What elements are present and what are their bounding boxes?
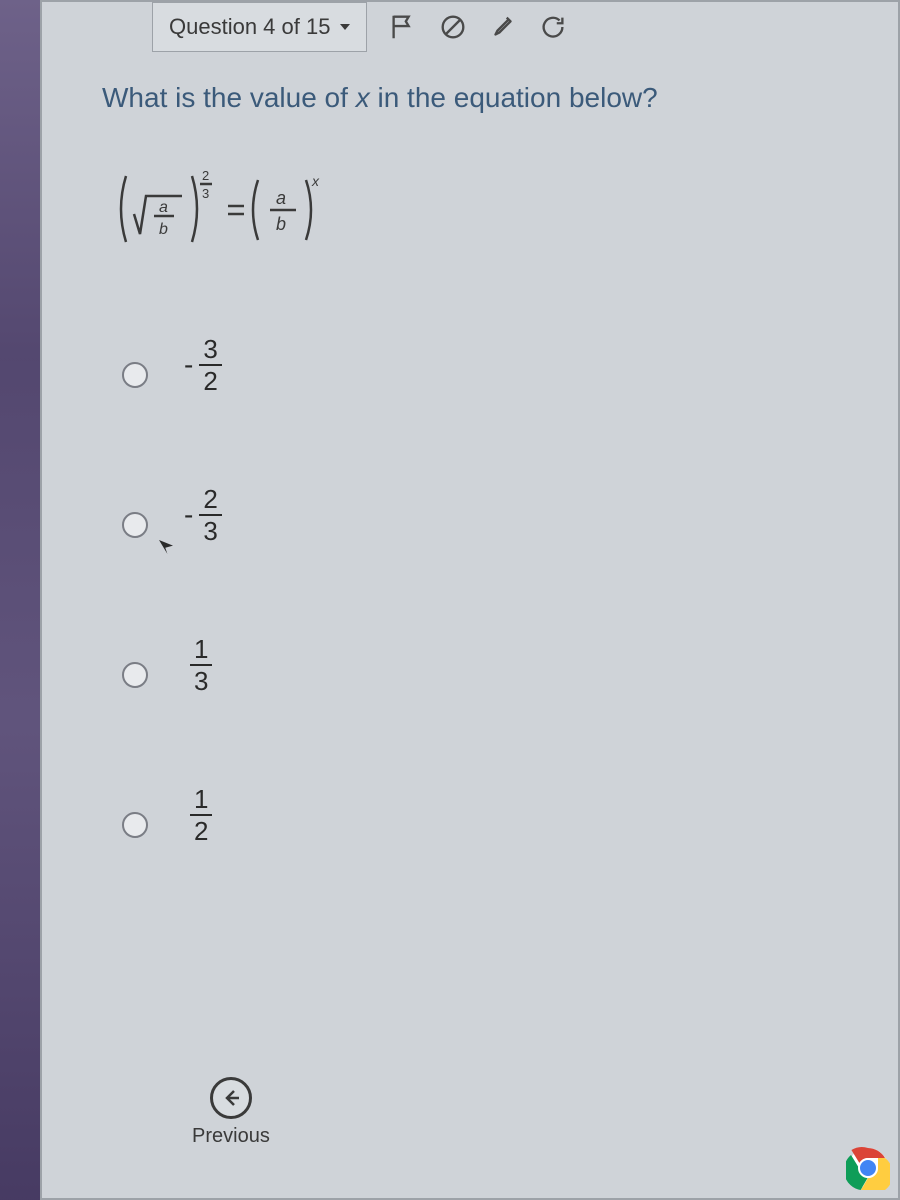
question-counter-dropdown[interactable]: Question 4 of 15 (152, 2, 367, 52)
chevron-down-icon (340, 24, 350, 30)
arrow-left-icon (210, 1077, 252, 1119)
eq-left-num: a (159, 199, 168, 216)
answer-1-den: 2 (199, 364, 221, 394)
radio-3[interactable] (122, 662, 148, 688)
left-photo-edge (0, 0, 40, 1200)
answer-2-den: 3 (199, 514, 221, 544)
nosign-icon[interactable] (437, 11, 469, 43)
question-variable: x (356, 82, 370, 113)
answer-option-3[interactable]: 1 3 (122, 614, 898, 694)
answer-1-num: 3 (199, 336, 221, 364)
answer-3-num: 1 (190, 636, 212, 664)
answer-2-sign: - (184, 499, 193, 531)
eq-right-den: b (276, 214, 286, 234)
answer-value-1: - 3 2 (184, 336, 222, 394)
quiz-panel: Question 4 of 15 What is the value of x … (40, 0, 900, 1200)
answer-value-4: 1 2 (184, 786, 212, 844)
answer-value-3: 1 3 (184, 636, 212, 694)
question-counter-label: Question 4 of 15 (169, 14, 330, 40)
question-suffix: in the equation below? (370, 82, 658, 113)
eq-left-den: b (159, 221, 168, 238)
radio-2[interactable] (122, 512, 148, 538)
eq-right-num: a (276, 188, 286, 208)
eq-right-exp: x (311, 173, 320, 189)
answer-list: - 3 2 - 2 3 1 3 (42, 284, 898, 844)
equation: a b 2 3 a b x (42, 134, 898, 284)
refresh-icon[interactable] (537, 11, 569, 43)
toolbar (377, 2, 569, 52)
radio-4[interactable] (122, 812, 148, 838)
answer-option-4[interactable]: 1 2 (122, 764, 898, 844)
flag-icon[interactable] (387, 11, 419, 43)
radio-1[interactable] (122, 362, 148, 388)
answer-4-num: 1 (190, 786, 212, 814)
answer-3-den: 3 (190, 664, 212, 694)
answer-value-2: - 2 3 (184, 486, 222, 544)
chrome-icon (846, 1146, 890, 1190)
answer-4-den: 2 (190, 814, 212, 844)
question-prefix: What is the value of (102, 82, 356, 113)
previous-label: Previous (192, 1125, 270, 1148)
highlighter-icon[interactable] (487, 11, 519, 43)
answer-option-1[interactable]: - 3 2 (122, 314, 898, 394)
question-text: What is the value of x in the equation b… (42, 52, 898, 134)
eq-left-exp-den: 3 (202, 186, 209, 201)
header-bar: Question 4 of 15 (42, 2, 898, 52)
answer-1-sign: - (184, 349, 193, 381)
previous-button[interactable]: Previous (192, 1077, 270, 1148)
answer-2-num: 2 (199, 486, 221, 514)
answer-option-2[interactable]: - 2 3 (122, 464, 898, 544)
eq-left-exp-num: 2 (202, 168, 209, 183)
